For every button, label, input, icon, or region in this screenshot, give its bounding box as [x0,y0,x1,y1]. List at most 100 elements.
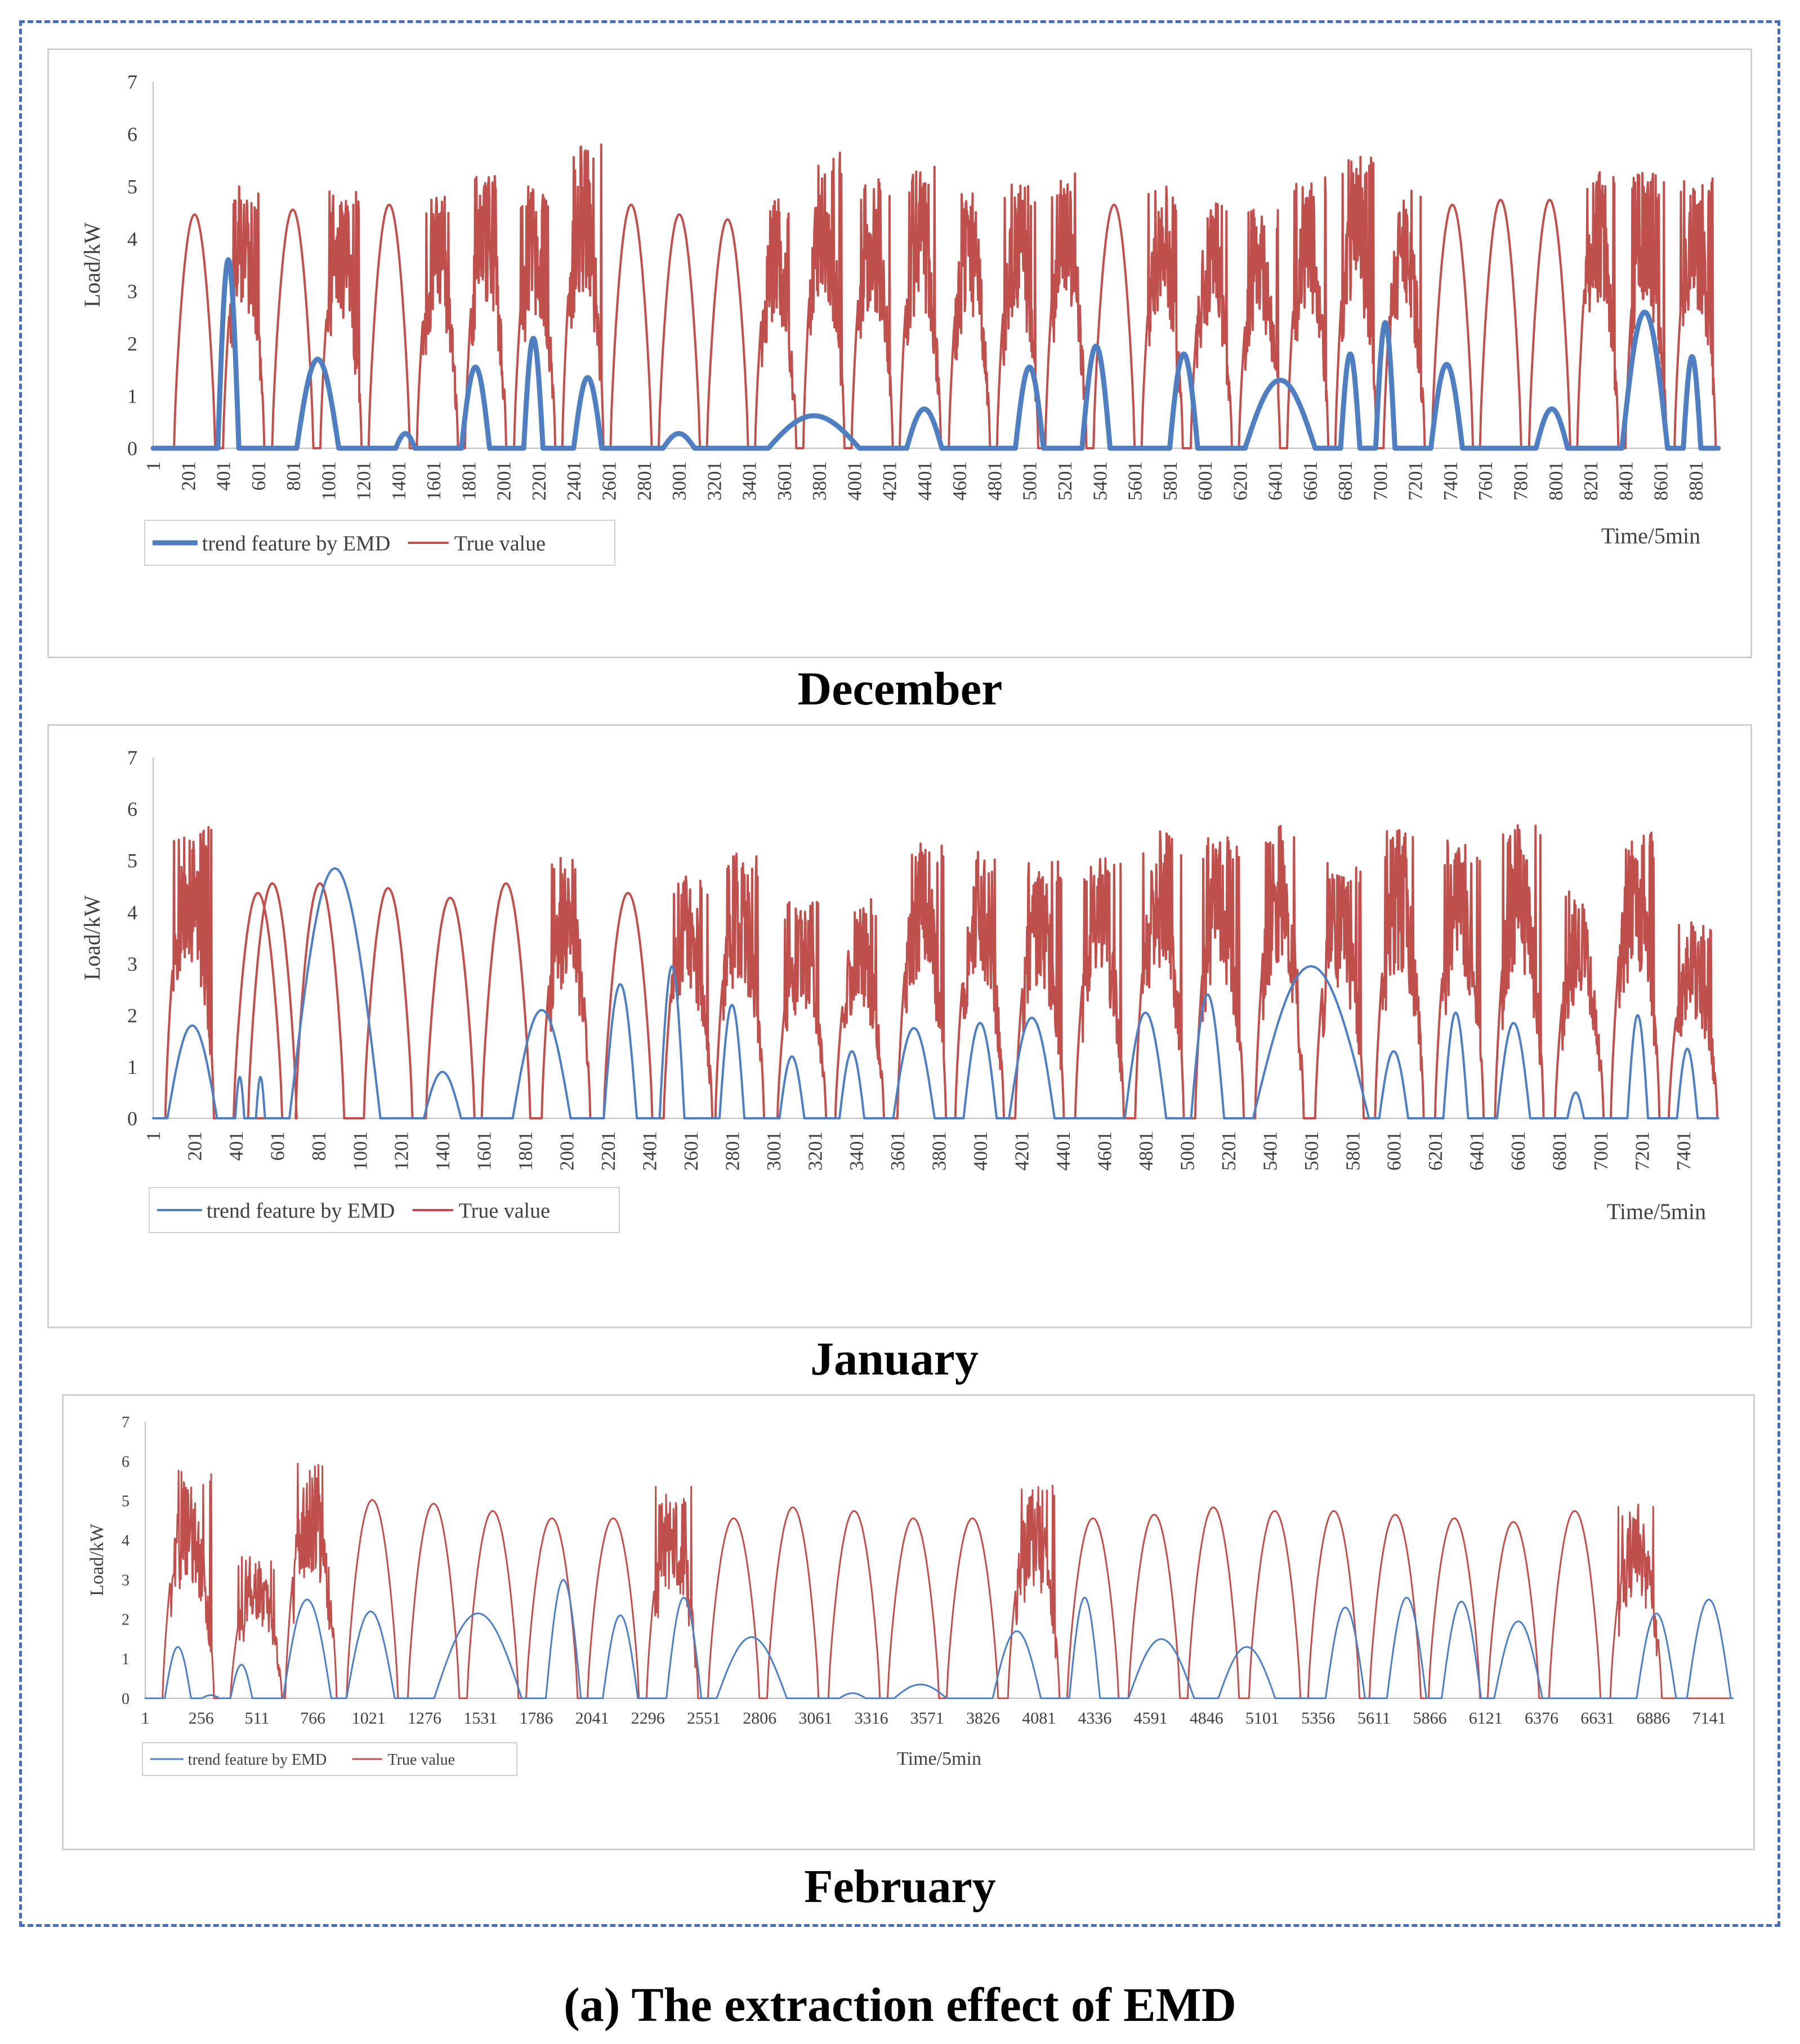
legend-label-true-value: True value [454,532,546,555]
x-tick-label: 4601 [1094,1131,1116,1171]
y-axis-title: Load/kW [87,1523,108,1596]
x-tick-label: 3801 [928,1131,950,1171]
y-tick-label: 5 [122,1493,129,1510]
x-tick-label: 6801 [1549,1131,1571,1171]
x-tick-label: 2601 [598,461,620,501]
x-tick-label: 6886 [1636,1709,1670,1728]
x-tick-label: 1601 [423,461,445,501]
x-tick-label: 256 [189,1709,214,1728]
x-tick-label: 3316 [855,1709,888,1728]
x-tick-label: 1801 [515,1131,537,1171]
x-tick-label: 6401 [1466,1131,1488,1171]
x-tick-label: 3001 [668,461,690,501]
x-tick-label: 8201 [1580,461,1602,501]
x-tick-label: 601 [248,461,270,491]
trend-feature-series-line [144,1579,1734,1699]
x-tick-label: 6601 [1507,1131,1529,1171]
x-tick-label: 6201 [1424,1131,1446,1171]
legend-label-trend: trend feature by EMD [207,1199,395,1222]
x-tick-label: 8801 [1685,461,1707,501]
y-tick-label: 3 [127,280,137,303]
x-tick-label: 7141 [1692,1709,1726,1728]
x-tick-label: 5801 [1342,1131,1364,1171]
x-tick-label: 6401 [1265,461,1287,501]
x-tick-label: 1276 [408,1709,441,1728]
x-tick-label: 2401 [638,1131,660,1171]
x-tick-label: 2801 [721,1131,743,1171]
y-tick-label: 1 [122,1651,129,1668]
y-tick-label: 0 [122,1690,129,1708]
true-value-series-line [145,1462,1733,1699]
y-tick-label: 6 [127,798,137,820]
y-tick-label: 0 [127,1108,137,1130]
trend-feature-series-line [152,867,1719,1119]
month-label-january: January [810,1333,979,1385]
x-tick-label: 6201 [1229,461,1251,501]
x-tick-label: 1801 [458,461,480,501]
x-tick-label: 1 [142,1131,164,1141]
y-axis-title: Load/kW [79,895,105,980]
x-tick-label: 3401 [739,461,761,501]
x-tick-label: 2201 [528,461,550,501]
february-chart-panel: 0 1 2 3 4 5 6 7 Load/kW 1 256 511 766 1021 1276 1531 178… [62,1394,1755,1850]
x-tick-label: 2801 [633,461,655,501]
x-tick-label: 2041 [575,1709,609,1728]
x-tick-label: 1001 [349,1131,371,1171]
x-tick-label: 6631 [1580,1709,1614,1728]
x-tick-label: 4801 [1135,1131,1157,1171]
y-tick-label: 3 [127,953,137,975]
x-tick-label: 5001 [1019,461,1041,501]
x-tick-label: 201 [184,1131,206,1161]
y-axis-title: Load/kW [79,222,105,307]
x-tick-label: 1201 [391,1131,413,1171]
legend-box [142,1742,517,1776]
y-tick-label: 0 [127,438,137,460]
y-tick-label: 2 [122,1612,129,1629]
x-tick-label: 6001 [1194,461,1216,501]
month-label-december: December [797,663,1003,715]
y-tick-label: 4 [122,1532,129,1550]
x-axis-title: Time/5min [1607,1199,1706,1224]
x-tick-label: 1601 [474,1131,495,1171]
x-tick-label: 5611 [1357,1709,1391,1728]
x-tick-label: 1531 [463,1709,497,1728]
trend-feature-series-line [150,257,1721,451]
x-tick-label: 7401 [1440,461,1462,501]
x-tick-label: 3571 [910,1709,944,1728]
y-tick-label: 5 [127,176,137,198]
legend-label-true-value: True value [388,1751,455,1769]
x-tick-label: 6121 [1469,1709,1503,1728]
x-tick-label: 3201 [804,1131,826,1171]
x-tick-label: 6801 [1334,461,1356,501]
y-tick-label: 2 [127,333,137,355]
x-tick-label: 8401 [1615,461,1637,501]
x-tick-label: 4001 [970,1131,991,1171]
x-axis-title: Time/5min [897,1748,981,1769]
y-tick-label: 5 [127,850,137,872]
x-tick-label: 5356 [1301,1709,1335,1728]
legend-label-trend: trend feature by EMD [202,532,391,555]
legend-label-true-value: True value [459,1199,550,1222]
x-tick-label: 6001 [1383,1131,1405,1171]
month-label-february: February [804,1860,996,1913]
x-tick-label: 5866 [1413,1709,1447,1728]
x-tick-label: 2601 [680,1131,702,1171]
x-tick-label: 3001 [763,1131,785,1171]
x-tick-label: 5201 [1054,461,1076,501]
x-tick-label: 4336 [1078,1709,1111,1728]
y-tick-label: 4 [127,228,137,251]
x-tick-label: 766 [300,1709,325,1728]
legend-box [144,520,615,566]
x-tick-label: 5601 [1301,1131,1323,1171]
y-tick-label: 6 [122,1453,129,1471]
x-tick-label: 5401 [1259,1131,1281,1171]
x-tick-label: 401 [225,1131,247,1161]
true-value-series-line [153,824,1719,1119]
x-tick-label: 6601 [1299,461,1321,501]
x-tick-label: 8601 [1650,461,1672,501]
x-tick-label: 3601 [774,461,796,501]
x-tick-label: 2806 [743,1709,776,1728]
x-tick-label: 2551 [687,1709,721,1728]
y-tick-label: 7 [122,1414,129,1431]
